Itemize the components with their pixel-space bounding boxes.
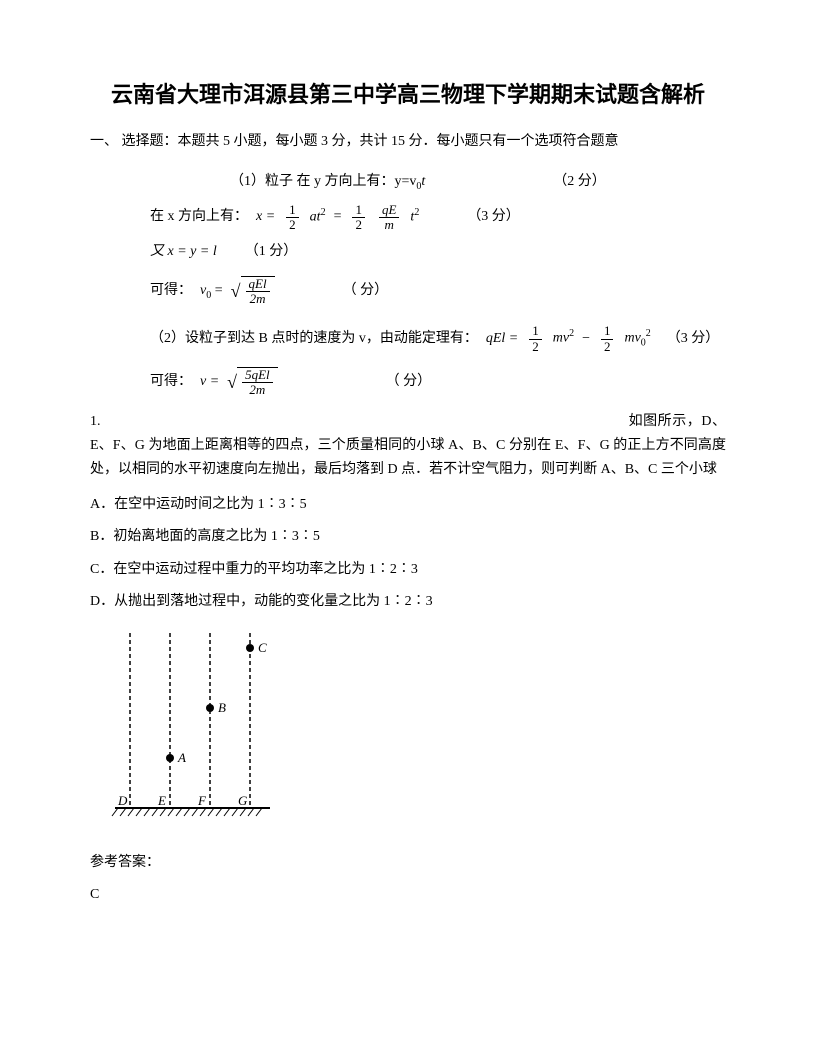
svg-text:C: C [258,640,267,655]
formula-line-1: （1）粒子 在 y 方向上有：y=v0t （2 分） [230,167,726,198]
physics-diagram: D E F G A B C [110,628,726,836]
option-b: B．初始离地面的高度之比为 1∶3∶5 [90,526,726,548]
question-number: 1. [90,414,101,429]
option-d: D．从抛出到落地过程中，动能的变化量之比为 1∶2∶3 [90,591,726,613]
answer-value: C [90,884,726,906]
formula-line-5: （2）设粒子到达 B 点时的速度为 v，由动能定理有： qEl = 12 mv2… [150,323,726,354]
section-header: 一、 选择题：本题共 5 小题，每小题 3 分，共计 15 分．每小题只有一个选… [90,131,726,152]
answer-label: 参考答案： [90,852,726,874]
option-a: A．在空中运动时间之比为 1∶3∶5 [90,494,726,516]
svg-text:D: D [117,793,128,808]
question-body: 如图所示，D、E、F、G 为地面上距离相等的四点，三个质量相同的小球 A、B、C… [90,414,726,477]
svg-text:F: F [197,793,207,808]
formula-line-6: 可得： v = √5qEl2m （ 分） [150,363,726,403]
page-title: 云南省大理市洱源县第三中学高三物理下学期期末试题含解析 [90,80,726,111]
svg-text:G: G [238,793,248,808]
formula-line-4: 可得： v0 = √qEl2m （ 分） [150,272,726,312]
question-1: 1. 如图所示，D、E、F、G 为地面上距离相等的四点，三个质量相同的小球 A、… [90,410,726,481]
formula-line-2: 在 x 方向上有： x = 12 at2 = 12 qEm t2 （3 分） [150,202,726,233]
svg-text:E: E [157,793,166,808]
formula-line-3: 又 x = y = l （1 分） [150,237,726,268]
svg-text:B: B [218,700,226,715]
option-c: C．在空中运动过程中重力的平均功率之比为 1∶2∶3 [90,559,726,581]
solution-block: （1）粒子 在 y 方向上有：y=v0t （2 分） 在 x 方向上有： x =… [150,167,726,403]
svg-text:A: A [177,750,186,765]
